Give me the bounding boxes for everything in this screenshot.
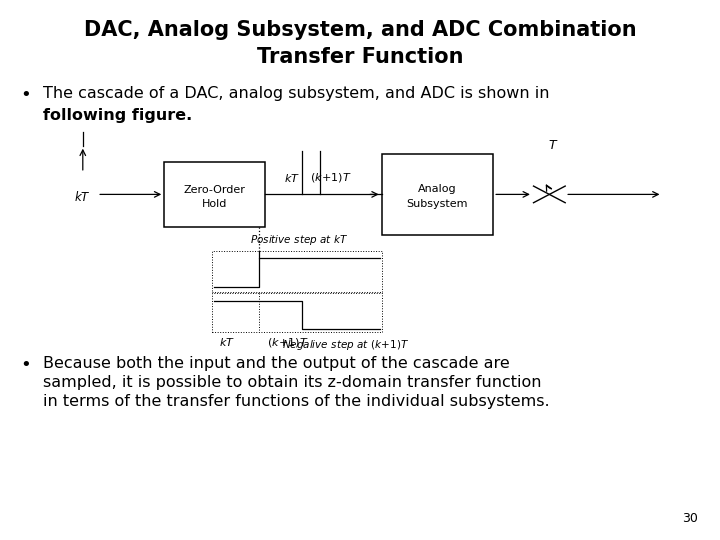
Text: $(k\!+\!1)T$: $(k\!+\!1)T$ xyxy=(267,336,309,349)
Text: Negalive step at $(k\!+\!1)T$: Negalive step at $(k\!+\!1)T$ xyxy=(282,338,409,352)
Text: $(k\!+\!1)T$: $(k\!+\!1)T$ xyxy=(310,171,352,184)
Text: Hold: Hold xyxy=(202,199,228,209)
Text: in terms of the transfer functions of the individual subsystems.: in terms of the transfer functions of th… xyxy=(43,394,550,409)
Text: Subsystem: Subsystem xyxy=(406,199,468,209)
Bar xyxy=(212,293,382,332)
Text: Transfer Function: Transfer Function xyxy=(257,46,463,67)
Text: The cascade of a DAC, analog subsystem, and ADC is shown in: The cascade of a DAC, analog subsystem, … xyxy=(43,86,549,102)
Text: Positive step at $kT$: Positive step at $kT$ xyxy=(250,233,348,247)
Text: 30: 30 xyxy=(683,512,698,525)
Text: following figure.: following figure. xyxy=(43,108,192,123)
Bar xyxy=(382,154,493,235)
Text: $kT$: $kT$ xyxy=(74,190,91,204)
Text: $T$: $T$ xyxy=(548,139,558,152)
Text: •: • xyxy=(20,86,31,104)
Text: $kT$: $kT$ xyxy=(284,172,300,184)
Text: Zero-Order: Zero-Order xyxy=(184,185,246,195)
Text: sampled, it is possible to obtain its z‐domain transfer function: sampled, it is possible to obtain its z‐… xyxy=(43,375,541,390)
Text: Analog: Analog xyxy=(418,184,456,194)
Bar xyxy=(164,162,265,227)
Text: $kT$: $kT$ xyxy=(219,336,235,348)
Text: DAC, Analog Subsystem, and ADC Combination: DAC, Analog Subsystem, and ADC Combinati… xyxy=(84,19,636,40)
Bar xyxy=(212,251,382,292)
Text: Because both the input and the output of the cascade are: Because both the input and the output of… xyxy=(43,356,510,372)
Text: •: • xyxy=(20,356,31,374)
